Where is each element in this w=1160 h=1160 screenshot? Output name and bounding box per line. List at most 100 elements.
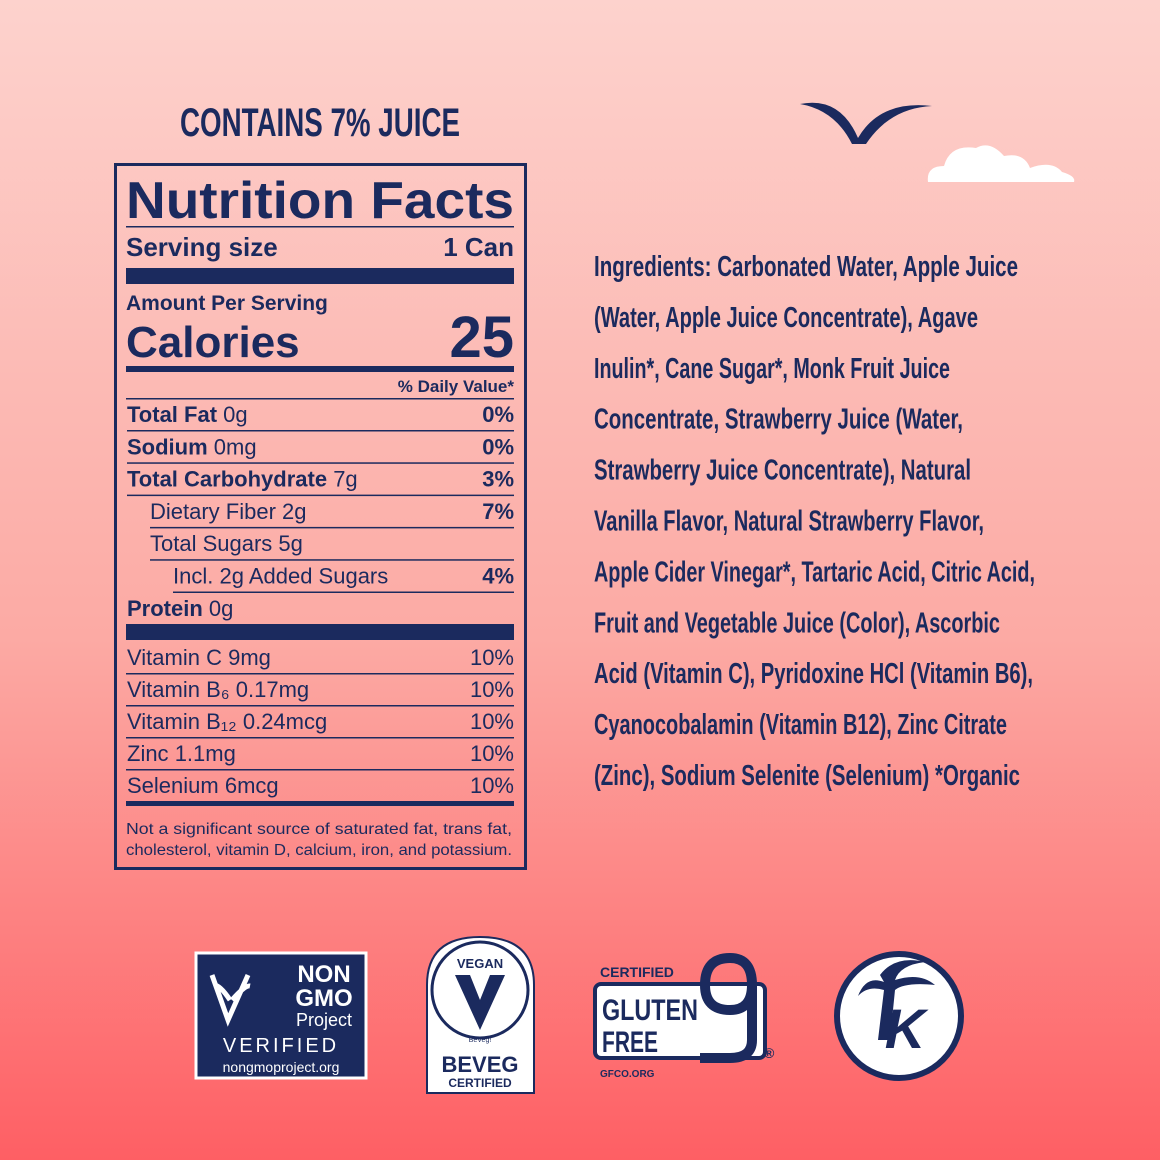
vitamin-name: Vitamin B₆ <box>127 677 230 702</box>
badge-text: GFCO.ORG <box>600 1069 655 1080</box>
ingredients-line: (Zinc), Sodium Selenite (Selenium) *Orga… <box>594 760 1020 792</box>
ingredients-line: Cyanocobalamin (Vitamin B12), Zinc Citra… <box>594 709 1007 741</box>
badge-text: FREE <box>602 1026 658 1059</box>
daily-value: 0% <box>482 434 514 459</box>
vitamin-row: Vitamin B₆ 0.17mg <box>127 677 309 702</box>
ingredients-line: (Water, Apple Juice Concentrate), Agave <box>594 302 978 334</box>
nutrition-panel <box>114 163 527 870</box>
rule <box>126 801 514 806</box>
badge-text: BeVeg! <box>469 1037 492 1044</box>
bird <box>800 102 932 144</box>
nutrient-name: Dietary Fiber <box>150 499 276 524</box>
rule <box>126 673 514 675</box>
ingredients-line: Ingredients: Carbonated Water, Apple Jui… <box>594 251 1018 283</box>
nutrient-name: Total Fat <box>127 402 218 427</box>
badge-text: CERTIFIED <box>600 964 674 980</box>
vitamin-amount: 0.17mg <box>236 677 309 702</box>
nutrient-row: Incl. 2g Added Sugars <box>173 564 388 589</box>
rule <box>173 591 514 593</box>
calories-label: Calories <box>126 318 300 367</box>
nutrient-row: Protein 0g <box>127 596 233 621</box>
ingredients-line: Acid (Vitamin C), Pyridoxine HCl (Vitami… <box>594 658 1033 690</box>
badge-text: VERIFIED <box>223 1035 339 1057</box>
footnote: cholesterol, vitamin D, calcium, iron, a… <box>126 842 512 859</box>
rule <box>127 462 514 464</box>
ingredients-line: Fruit and Vegetable Juice (Color), Ascor… <box>594 607 1000 639</box>
vitamin-name: Zinc <box>127 741 169 766</box>
daily-value: 3% <box>482 467 514 492</box>
badge-text: ® <box>764 1045 775 1061</box>
vitamin-amount: 0.24mcg <box>243 709 327 734</box>
badge-text: BEVEG <box>441 1052 518 1077</box>
nutrient-name: Total Sugars <box>150 531 272 556</box>
vitamin-amount: 9mg <box>228 645 271 670</box>
vitamin-name: Vitamin B₁₂ <box>127 709 237 734</box>
rule <box>126 226 514 228</box>
gluten-free-badge: CERTIFIED GLUTEN FREE ® GFCO.ORG <box>593 953 775 1080</box>
rule <box>150 559 514 561</box>
serving-label: Serving size <box>126 232 278 262</box>
vitamin-row: Selenium 6mcg <box>127 773 279 798</box>
badge-text: NON <box>297 961 350 988</box>
badge-text: GLUTEN <box>602 994 698 1027</box>
rule <box>127 430 514 432</box>
cloud <box>927 145 1075 182</box>
daily-value: 10% <box>470 645 514 670</box>
footnote: Not a significant source of saturated fa… <box>126 821 512 838</box>
nutrient-amount: 0g <box>209 596 233 621</box>
nutrient-name: Protein <box>127 596 203 621</box>
vitamin-amount: 6mcg <box>225 773 279 798</box>
panel-title: Nutrition Facts <box>126 172 514 230</box>
vitamin-row: Vitamin C 9mg <box>127 645 271 670</box>
badge-text: GMO <box>295 985 352 1012</box>
nutrient-amount: 0mg <box>214 434 257 459</box>
vegan-badge: VEGAN BeVeg! BEVEG CERTIFIED <box>426 935 535 1094</box>
calories: 25 <box>449 305 514 370</box>
daily-value: 10% <box>470 709 514 734</box>
vitamin-amount: 1.1mg <box>175 741 236 766</box>
juice-claim: CONTAINS 7% JUICE <box>180 101 460 145</box>
nutrient-amount: 7g <box>333 467 357 492</box>
amount-per-serving: Amount Per Serving <box>126 292 328 315</box>
ingredients-line: Concentrate, Strawberry Juice (Water, <box>594 404 963 436</box>
nutrient-row: Dietary Fiber 2g <box>150 499 307 524</box>
serving-size: 1 Can <box>443 232 514 262</box>
badge-text: CERTIFIED <box>448 1076 512 1090</box>
badge-text: K <box>885 997 929 1060</box>
nutrient-row: Sodium 0mg <box>127 434 257 459</box>
nutrient-amount: 5g <box>278 531 302 556</box>
ingredients-line: Strawberry Juice Concentrate), Natural <box>594 455 971 487</box>
daily-value: 4% <box>482 564 514 589</box>
nutrient-name: Total Carbohydrate <box>127 467 327 492</box>
vitamin-name: Selenium <box>127 773 219 798</box>
nutrient-amount: 0g <box>223 402 247 427</box>
ingredients-line: Vanilla Flavor, Natural Strawberry Flavo… <box>594 506 984 538</box>
nutrient-row: Total Sugars 5g <box>150 531 303 556</box>
nutrient-row: Total Carbohydrate 7g <box>127 467 358 492</box>
daily-value: 10% <box>470 741 514 766</box>
ingredients-line: Apple Cider Vinegar*, Tartaric Acid, Cit… <box>594 556 1035 588</box>
rule <box>126 769 514 771</box>
rule <box>150 526 514 529</box>
daily-value: 10% <box>470 773 514 798</box>
badge-text: nongmoproject.org <box>223 1059 340 1075</box>
nutrient-row: Total Fat 0g <box>127 402 248 427</box>
vitamin-row: Vitamin B₁₂ 0.24mcg <box>127 709 327 734</box>
nutrient-name: Sodium <box>127 434 208 459</box>
dv-header: % Daily Value* <box>398 377 515 396</box>
badge-text: Project <box>296 1010 352 1030</box>
rule <box>126 705 514 707</box>
rule <box>126 737 514 739</box>
vitamin-row: Zinc 1.1mg <box>127 741 236 766</box>
rule <box>127 494 514 497</box>
nutrient-amount: 2g <box>282 499 306 524</box>
daily-value: 10% <box>470 677 514 702</box>
daily-value: 0% <box>482 402 514 427</box>
kosher-badge: K <box>834 951 964 1081</box>
rule <box>126 624 514 640</box>
badge-text: VEGAN <box>457 956 503 971</box>
rule <box>126 366 514 372</box>
rule <box>126 398 514 400</box>
